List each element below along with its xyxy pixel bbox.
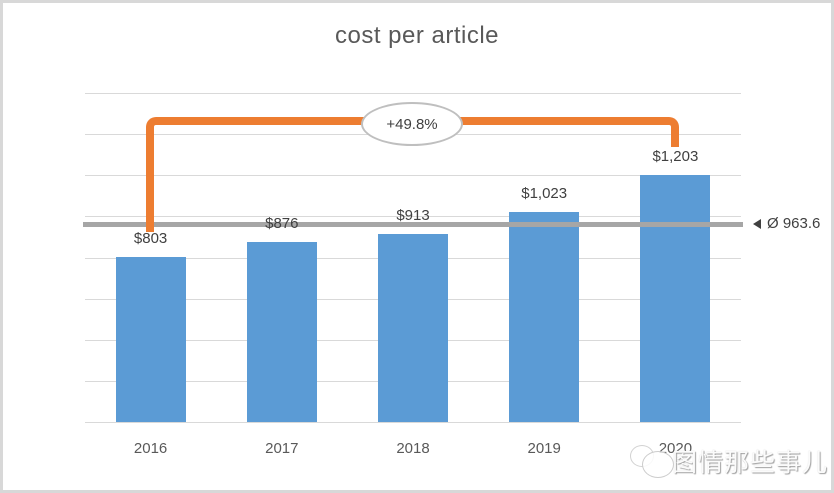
average-line	[83, 222, 743, 227]
watermark-text: 图情那些事儿	[671, 449, 828, 477]
average-value-text: Ø 963.6	[767, 215, 821, 232]
x-axis-label-2016: 2016	[133, 440, 168, 457]
speech-bubbles-icon	[628, 439, 680, 483]
gridline	[85, 216, 741, 217]
data-label-2019: $1,023	[521, 184, 568, 202]
bar-2016	[115, 256, 186, 422]
gridline	[85, 93, 741, 94]
watermark: 图情那些事儿	[628, 439, 828, 483]
x-axis-label-2019: 2019	[527, 440, 561, 457]
data-label-2020: $1,203	[652, 147, 699, 165]
data-label-2018: $913	[396, 207, 430, 225]
plot-area: +49.8% $803 2016 $876 2017 $913 2018 $1,023 201…	[83, 0, 743, 493]
data-label-2017: $876	[265, 214, 299, 232]
average-pointer-icon	[753, 218, 761, 229]
chart-title: cost per article	[334, 22, 500, 49]
bar-2018	[378, 234, 448, 422]
x-axis-label-2017: 2017	[265, 440, 299, 457]
growth-annotation-bubble: +49.8%	[361, 102, 463, 146]
bar-2019	[509, 211, 580, 422]
growth-annotation-label: +49.8%	[386, 115, 438, 133]
bar-2017	[246, 241, 317, 422]
bar-2020	[640, 174, 711, 422]
growth-bracket-left-leg	[146, 145, 154, 232]
gridline	[85, 175, 741, 176]
x-axis-label-2018: 2018	[396, 440, 430, 457]
data-label-2016: $803	[133, 229, 168, 247]
gridline	[85, 422, 741, 423]
average-value-label: Ø 963.6	[753, 215, 820, 232]
